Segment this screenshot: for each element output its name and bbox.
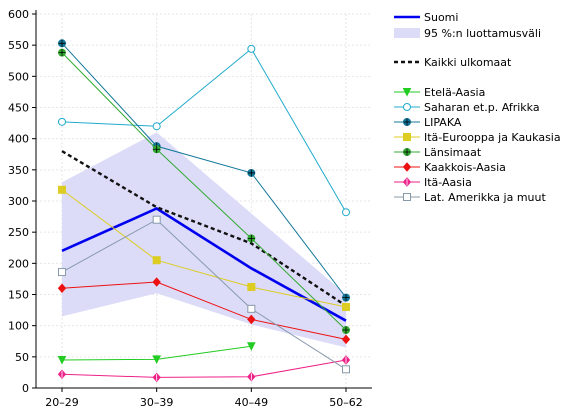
data-point-marker-star <box>247 169 255 177</box>
data-point-marker <box>402 88 412 97</box>
data-point-marker <box>247 314 256 325</box>
legend-label: Suomi <box>424 11 458 24</box>
data-point-marker <box>341 334 351 345</box>
data-point-marker-star <box>153 145 161 153</box>
y-tick-label: 200 <box>8 257 29 270</box>
series-0 <box>61 207 347 322</box>
y-tick-label: 0 <box>22 382 29 395</box>
y-tick-label: 150 <box>8 289 29 302</box>
series-line <box>61 52 347 331</box>
data-point-marker <box>342 208 350 217</box>
x-tick-label: 30–39 <box>140 396 174 409</box>
data-point-marker-star <box>247 234 255 242</box>
data-point-marker-star <box>403 118 411 126</box>
data-point-marker <box>57 283 67 294</box>
y-tick-label: 350 <box>8 164 29 177</box>
y-tick-label: 300 <box>8 195 29 208</box>
series-line <box>61 189 347 308</box>
data-point-marker <box>152 215 161 224</box>
legend-label: LIPAKA <box>424 116 462 129</box>
y-tick-label: 450 <box>8 102 29 115</box>
series-line <box>61 150 347 307</box>
legend-entry: Lat. Amerikka ja muut <box>394 191 546 204</box>
legend-entry: Länsimaat <box>394 146 482 159</box>
data-point-marker <box>403 133 411 141</box>
legend-entry: Suomi <box>394 11 458 24</box>
y-tick-label: 250 <box>8 226 29 239</box>
legend-entry: Itä-Eurooppa ja Kaukasia <box>394 131 561 144</box>
legend-label: Kaakkois-Aasia <box>424 161 506 174</box>
data-point-marker <box>152 122 161 131</box>
series-9 <box>58 215 350 374</box>
series-line <box>61 359 347 378</box>
data-point-marker-star <box>342 294 350 302</box>
data-point-marker <box>152 355 161 364</box>
legend-entry: LIPAKA <box>394 116 462 129</box>
legend-entry: Etelä-Aasia <box>394 86 485 99</box>
x-tick-label: 40–49 <box>235 396 269 409</box>
y-tick-label: 400 <box>8 133 29 146</box>
legend-swatch <box>394 28 420 38</box>
data-point-marker <box>247 44 256 53</box>
legend-label: Länsimaat <box>424 146 482 159</box>
x-tick-label: 20–29 <box>45 396 79 409</box>
confidence-band-area <box>62 132 346 348</box>
series-2 <box>57 342 256 365</box>
series-8 <box>57 355 351 383</box>
series-line <box>61 42 347 298</box>
data-point-marker <box>57 355 67 365</box>
data-point-marker <box>342 302 350 311</box>
series-line <box>61 281 347 340</box>
legend-label: Kaikki ulkomaat <box>424 56 512 69</box>
x-tick-label: 50–62 <box>329 396 363 409</box>
series-line <box>61 48 347 213</box>
legend-entry: Kaakkois-Aasia <box>394 161 506 174</box>
series-1 <box>61 150 347 307</box>
data-point-marker <box>152 277 161 287</box>
series-3 <box>58 44 350 217</box>
legend-entry: 95 %:n luottamusväli <box>394 27 541 40</box>
series-6 <box>58 48 350 335</box>
data-point-marker-star <box>58 49 66 57</box>
legend-entry: Kaikki ulkomaat <box>394 56 512 69</box>
y-tick-label: 550 <box>8 39 29 52</box>
data-point-marker <box>403 193 411 201</box>
data-point-marker-star <box>342 326 350 334</box>
series-line <box>61 207 347 322</box>
legend-label: 95 %:n luottamusväli <box>424 27 541 40</box>
series-line <box>61 219 347 370</box>
y-tick-label: 100 <box>8 320 29 333</box>
data-point-marker <box>247 304 256 313</box>
y-tick-label: 600 <box>8 8 29 21</box>
data-point-marker <box>247 342 256 351</box>
y-tick-label: 500 <box>8 70 29 83</box>
legend-label: Itä-Eurooppa ja Kaukasia <box>424 131 561 144</box>
legend-label: Itä-Aasia <box>424 176 472 189</box>
data-point-marker <box>402 162 412 172</box>
legend-label: Lat. Amerikka ja muut <box>424 191 546 204</box>
legend-entry: Saharan et.p. Afrikka <box>394 101 540 114</box>
legend-entry: Itä-Aasia <box>394 176 472 189</box>
data-point-marker <box>152 256 161 265</box>
data-point-marker <box>247 283 256 292</box>
series-5 <box>58 185 350 311</box>
data-point-marker <box>403 103 411 111</box>
data-point-marker <box>58 268 66 277</box>
legend-label: Etelä-Aasia <box>424 86 485 99</box>
legend-label: Saharan et.p. Afrikka <box>424 101 540 114</box>
data-point-marker-star <box>58 39 66 47</box>
data-point-marker-star <box>403 148 411 156</box>
data-point-marker <box>58 185 66 194</box>
y-tick-label: 50 <box>15 351 29 364</box>
data-point-marker <box>342 365 350 374</box>
data-point-marker <box>58 117 66 126</box>
series-7 <box>57 277 351 345</box>
